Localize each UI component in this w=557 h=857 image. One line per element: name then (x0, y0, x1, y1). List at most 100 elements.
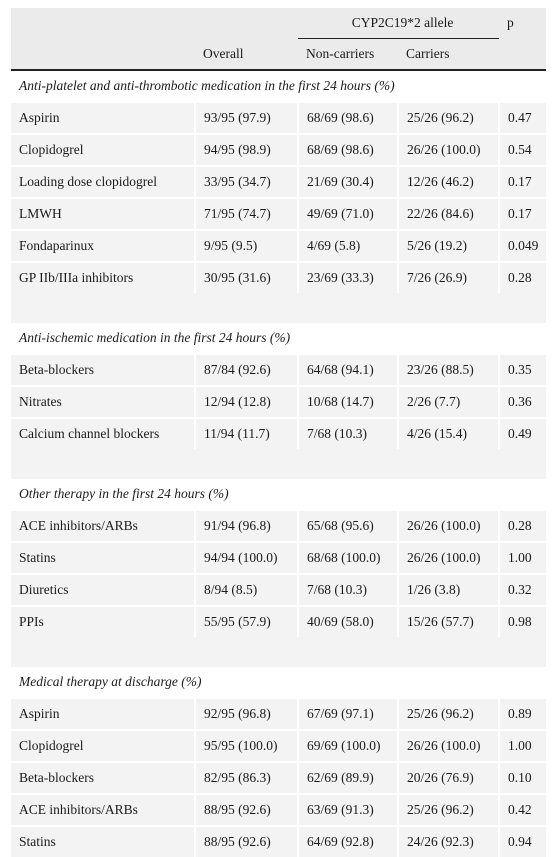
medication-table: CYP2C19*2 allele p Overall Non-carriers … (11, 8, 546, 857)
section-header-row: Medical therapy at discharge (%) (11, 667, 546, 698)
noncarriers-cell: 21/69 (30.4) (297, 165, 398, 198)
carriers-cell: 2/26 (7.7) (397, 385, 499, 418)
medication-name-cell: Beta-blockers (11, 761, 195, 794)
carriers-cell: 22/26 (84.6) (397, 197, 499, 230)
noncarriers-cell: 63/69 (91.3) (297, 793, 398, 826)
p-value-cell: 0.35 (498, 353, 546, 386)
table-row: Statins 88/95 (92.6) 64/69 (92.8) 24/26 (92… (11, 825, 546, 857)
overall-cell: 87/84 (92.6) (194, 353, 298, 386)
carriers-cell: 5/26 (19.2) (397, 229, 499, 262)
carriers-cell: 12/26 (46.2) (397, 165, 499, 198)
table-body: Anti-platelet and anti-thrombotic medica… (11, 70, 546, 857)
p-value-cell: 0.54 (498, 133, 546, 166)
table-row: Clopidogrel 95/95 (100.0) 69/69 (100.0) 26/… (11, 729, 546, 762)
p-value-cell: 0.17 (498, 165, 546, 198)
p-value-header: p (499, 8, 546, 39)
allele-group-header: CYP2C19*2 allele (298, 8, 499, 39)
table-row: Fondaparinux 9/95 (9.5) 4/69 (5.8) 5/26 (19… (11, 229, 546, 262)
noncarriers-cell: 49/69 (71.0) (297, 197, 398, 230)
p-value-cell: 1.00 (498, 729, 546, 762)
overall-cell: 88/95 (92.6) (194, 793, 298, 826)
medication-name-cell: PPIs (11, 605, 195, 637)
overall-cell: 88/95 (92.6) (194, 825, 298, 857)
overall-cell: 55/95 (57.9) (194, 605, 298, 637)
overall-cell: 91/94 (96.8) (194, 509, 298, 542)
carriers-cell: 25/26 (96.2) (397, 101, 499, 134)
medication-name-cell: LMWH (11, 197, 195, 230)
section-header-row: Anti-ischemic medication in the first 24… (11, 323, 546, 354)
medication-name-cell: Beta-blockers (11, 353, 195, 386)
section-spacer (11, 293, 546, 323)
p-value-cell: 0.28 (498, 509, 546, 542)
noncarriers-cell: 64/68 (94.1) (297, 353, 398, 386)
table-row: Calcium channel blockers 11/94 (11.7) 7/68… (11, 417, 546, 449)
overall-cell: 82/95 (86.3) (194, 761, 298, 794)
medication-name-cell: Loading dose clopidogrel (11, 165, 195, 198)
noncarriers-cell: 7/68 (10.3) (297, 417, 398, 449)
section-spacer (11, 449, 546, 479)
noncarriers-cell: 67/69 (97.1) (297, 697, 398, 730)
overall-cell: 94/94 (100.0) (194, 541, 298, 574)
spacer-cell (11, 293, 546, 323)
p-value-cell: 0.049 (498, 229, 546, 262)
noncarriers-cell: 65/68 (95.6) (297, 509, 398, 542)
table-row: LMWH 71/95 (74.7) 49/69 (71.0) 22/26 (84.6)… (11, 197, 546, 230)
medication-name-cell: Calcium channel blockers (11, 417, 195, 449)
section-header-row: Anti-platelet and anti-thrombotic medica… (11, 70, 546, 102)
p-value-cell: 0.94 (498, 825, 546, 857)
noncarriers-cell: 68/69 (98.6) (297, 133, 398, 166)
spacer-cell (11, 637, 546, 667)
noncarriers-cell: 10/68 (14.7) (297, 385, 398, 418)
p-value-cell: 0.98 (498, 605, 546, 637)
p-value-cell: 0.89 (498, 697, 546, 730)
carriers-cell: 20/26 (76.9) (397, 761, 499, 794)
p-value-cell: 0.10 (498, 761, 546, 794)
p-value-cell: 0.28 (498, 261, 546, 293)
table-row: Diuretics 8/94 (8.5) 7/68 (10.3) 1/26 (3.8)… (11, 573, 546, 606)
noncarriers-cell: 40/69 (58.0) (297, 605, 398, 637)
medication-name-cell: ACE inhibitors/ARBs (11, 509, 195, 542)
section-title: Anti-platelet and anti-thrombotic medica… (19, 78, 395, 93)
section-spacer (11, 637, 546, 667)
header-row-columns: Overall Non-carriers Carriers (11, 38, 546, 71)
table-row: Statins 94/94 (100.0) 68/68 (100.0) 26/26 (… (11, 541, 546, 574)
overall-cell: 9/95 (9.5) (194, 229, 298, 262)
medication-name-cell: Nitrates (11, 385, 195, 418)
table-row: Loading dose clopidogrel 33/95 (34.7) 21/6… (11, 165, 546, 198)
table-row: Aspirin 92/95 (96.8) 67/69 (97.1) 25/26 (96… (11, 697, 546, 730)
carriers-cell: 25/26 (96.2) (397, 697, 499, 730)
noncarriers-cell: 62/69 (89.9) (297, 761, 398, 794)
carriers-cell: 26/26 (100.0) (397, 509, 499, 542)
table-row: Aspirin 93/95 (97.9) 68/69 (98.6) 25/26 (96… (11, 101, 546, 134)
medication-name-cell: GP IIb/IIIa inhibitors (11, 261, 195, 293)
carriers-cell: 26/26 (100.0) (397, 541, 499, 574)
medication-name-cell: Fondaparinux (11, 229, 195, 262)
header-empty-cell (11, 38, 195, 71)
header-row-group: CYP2C19*2 allele p (11, 8, 546, 39)
p-value-cell: 0.47 (498, 101, 546, 134)
header-empty-cell (499, 38, 546, 71)
table-row: Beta-blockers 82/95 (86.3) 62/69 (89.9) 20/… (11, 761, 546, 794)
overall-cell: 8/94 (8.5) (194, 573, 298, 606)
overall-header: Overall (195, 38, 298, 71)
overall-cell: 11/94 (11.7) (194, 417, 298, 449)
overall-cell: 12/94 (12.8) (194, 385, 298, 418)
carriers-cell: 24/26 (92.3) (397, 825, 499, 857)
carriers-cell: 7/26 (26.9) (397, 261, 499, 293)
carriers-cell: 25/26 (96.2) (397, 793, 499, 826)
noncarriers-cell: 23/69 (33.3) (297, 261, 398, 293)
table-row: PPIs 55/95 (57.9) 40/69 (58.0) 15/26 (57.7)… (11, 605, 546, 637)
carriers-cell: 26/26 (100.0) (397, 133, 499, 166)
overall-cell: 30/95 (31.6) (194, 261, 298, 293)
spacer-cell (11, 449, 546, 479)
overall-cell: 93/95 (97.9) (194, 101, 298, 134)
noncarriers-cell: 68/69 (98.6) (297, 101, 398, 134)
p-value-cell: 0.42 (498, 793, 546, 826)
table-row: GP IIb/IIIa inhibitors 30/95 (31.6) 23/69 … (11, 261, 546, 293)
noncarriers-cell: 64/69 (92.8) (297, 825, 398, 857)
header-empty-cell (11, 8, 195, 39)
medication-name-cell: Aspirin (11, 697, 195, 730)
overall-cell: 33/95 (34.7) (194, 165, 298, 198)
noncarriers-cell: 7/68 (10.3) (297, 573, 398, 606)
noncarriers-cell: 4/69 (5.8) (297, 229, 398, 262)
